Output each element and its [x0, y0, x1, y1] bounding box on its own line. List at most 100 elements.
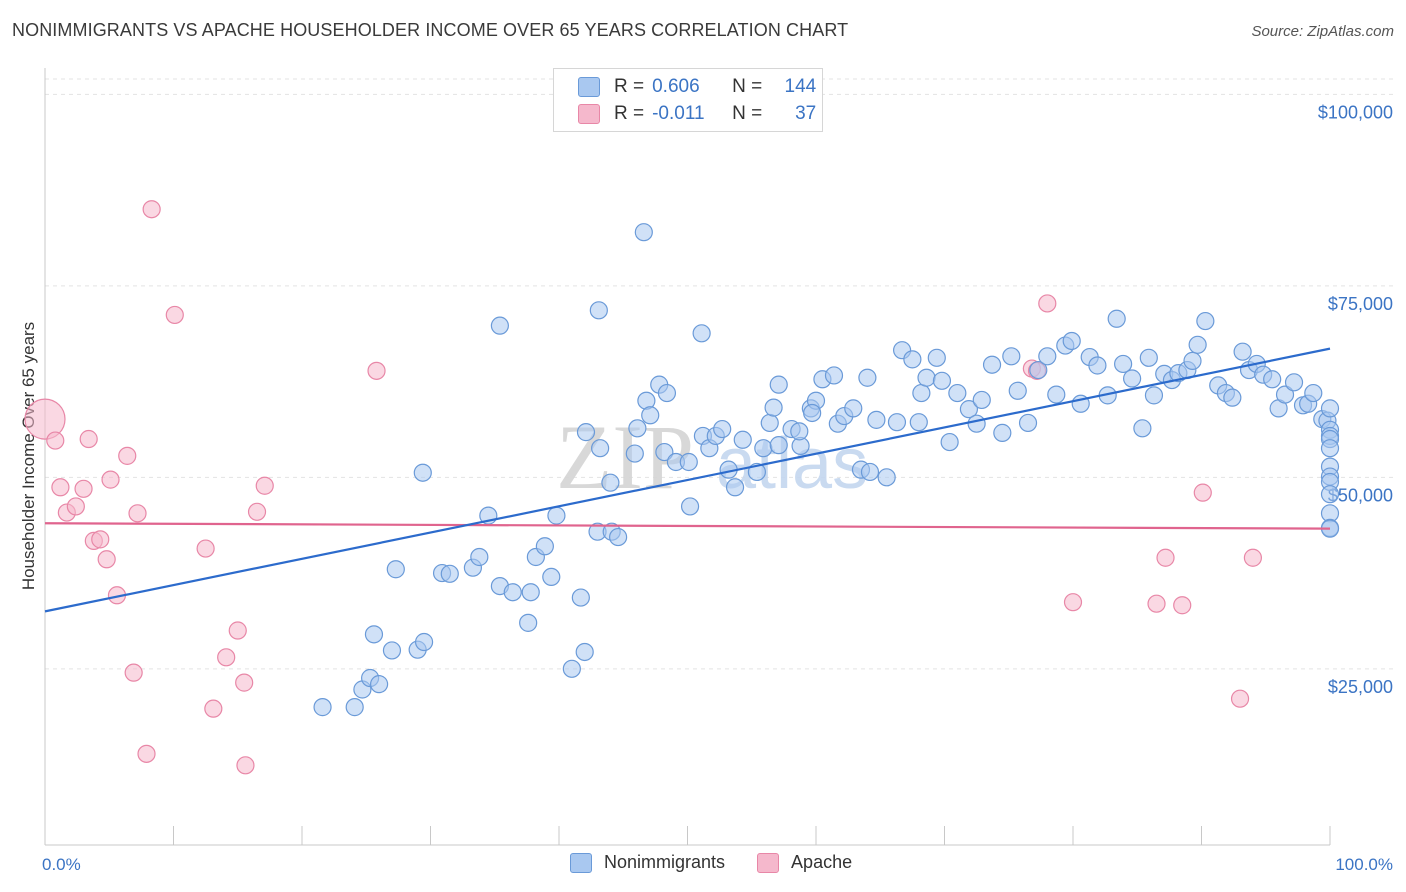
apache-point: [367, 361, 386, 380]
x-tick-labels: 0.0% 100.0%: [42, 855, 1393, 874]
nonimmigrants-point: [364, 625, 384, 644]
apache-point: [217, 648, 236, 667]
nonimmigrants-point: [575, 642, 594, 662]
nonimmigrants-point: [571, 588, 590, 607]
apache-point: [142, 200, 161, 219]
nonimmigrants-point: [692, 324, 711, 343]
pink-swatch: [757, 852, 780, 873]
apache-point: [1230, 689, 1250, 708]
y-tick-labels: $25,000 $50,000 $75,000 $100,000: [1318, 102, 1393, 697]
nonimmigrants-point: [754, 439, 773, 458]
series-legend: Nonimmigrants Apache: [570, 852, 884, 873]
apache-point: [128, 504, 147, 523]
apache-point: [255, 476, 274, 495]
legend-label: Apache: [791, 852, 853, 872]
r-value: 0.606: [652, 76, 700, 97]
legend-row-apache: R = -0.011 N = 37: [578, 102, 816, 126]
y-tick-label: $100,000: [1318, 102, 1393, 122]
y-tick-label: $25,000: [1328, 677, 1393, 697]
nonimmigrants-point: [589, 301, 608, 320]
blue-swatch: [578, 77, 600, 97]
x-tick-label: 100.0%: [1335, 855, 1393, 874]
apache-point: [118, 446, 137, 465]
nonimmigrants-point: [927, 348, 946, 367]
nonimmigrants-point: [1233, 342, 1252, 361]
nonimmigrants-point: [591, 439, 610, 458]
apache-point: [79, 429, 98, 449]
watermark: ZIP atlas: [556, 406, 868, 508]
source-label: Source: ZipAtlas.com: [1251, 23, 1394, 40]
nonimmigrants-point: [903, 350, 922, 369]
apache-point: [204, 699, 223, 718]
legend-row-nonimmigrants: R = 0.606 N = 144: [578, 75, 816, 99]
nonimmigrants-point: [1088, 356, 1107, 375]
nonimmigrants-point: [413, 463, 432, 482]
nonimmigrants-point: [641, 406, 660, 425]
y-tick-label: $75,000: [1328, 294, 1393, 314]
correlation-legend: R = 0.606 N = 144 R = -0.011 N = 37: [553, 68, 823, 132]
nonimmigrants-point: [844, 399, 863, 418]
n-label: N =: [732, 76, 763, 97]
nonimmigrants-point: [440, 564, 459, 583]
n-label: N =: [732, 103, 763, 124]
nonimmigrants-point: [1029, 360, 1048, 380]
apache-point: [235, 673, 254, 692]
nonimmigrants-point: [609, 527, 628, 547]
apache-point: [228, 621, 247, 640]
blue-swatch: [570, 852, 592, 873]
apache-point: [1243, 548, 1263, 567]
nonimmigrants-point: [1196, 311, 1215, 331]
nonimmigrants-point: [917, 368, 936, 387]
nonimmigrants-point: [655, 442, 674, 462]
nonimmigrants-point: [1188, 335, 1207, 354]
nonimmigrants-trend-line: [44, 347, 1331, 613]
nonimmigrants-point: [625, 444, 644, 463]
apache-point: [91, 530, 110, 549]
nonimmigrants-point: [601, 473, 620, 492]
nonimmigrants-point: [519, 613, 538, 632]
nonimmigrants-point: [912, 383, 931, 403]
nonimmigrants-point: [1114, 354, 1133, 374]
nonimmigrants-point: [1002, 347, 1021, 366]
nonimmigrants-point: [576, 423, 596, 442]
apache-point: [1173, 596, 1192, 615]
nonimmigrants-point: [470, 547, 489, 567]
apache-point: [24, 398, 66, 440]
apache-point: [165, 305, 184, 325]
legend-label: Nonimmigrants: [604, 852, 726, 872]
apache-point: [1063, 593, 1083, 612]
nonimmigrants-point: [993, 423, 1012, 442]
apache-points: [24, 200, 1263, 775]
nonimmigrants-point: [657, 383, 677, 403]
nonimmigrants-point: [490, 316, 509, 335]
r-label: R =: [614, 103, 645, 124]
nonimmigrants-point: [313, 698, 332, 717]
nonimmigrants-point: [940, 432, 959, 452]
legend-item-apache: Apache: [757, 852, 852, 873]
nonimmigrants-point: [382, 641, 402, 660]
nonimmigrants-point: [725, 478, 745, 497]
apache-point: [196, 539, 215, 558]
nonimmigrants-point: [1320, 399, 1340, 418]
nonimmigrants-point: [972, 390, 991, 410]
apache-point: [1038, 294, 1057, 313]
nonimmigrants-point: [733, 430, 752, 449]
nonimmigrants-point: [1320, 485, 1340, 504]
nonimmigrants-point: [877, 468, 896, 487]
nonimmigrants-point: [713, 419, 732, 439]
apache-point: [101, 470, 120, 489]
apache-point: [247, 502, 267, 521]
apache-point: [236, 756, 255, 775]
nonimmigrants-point: [1018, 413, 1038, 433]
nonimmigrants-point: [982, 355, 1002, 374]
nonimmigrants-point: [1133, 419, 1152, 438]
nonimmigrants-point: [967, 414, 986, 433]
nonimmigrants-point: [1008, 381, 1027, 400]
nonimmigrants-point: [535, 537, 554, 556]
nonimmigrants-point: [803, 403, 822, 423]
nonimmigrants-point: [948, 383, 967, 403]
apache-point: [1147, 594, 1166, 613]
axes: [44, 68, 1331, 846]
nonimmigrants-point: [503, 583, 522, 602]
nonimmigrants-point: [1139, 348, 1158, 367]
